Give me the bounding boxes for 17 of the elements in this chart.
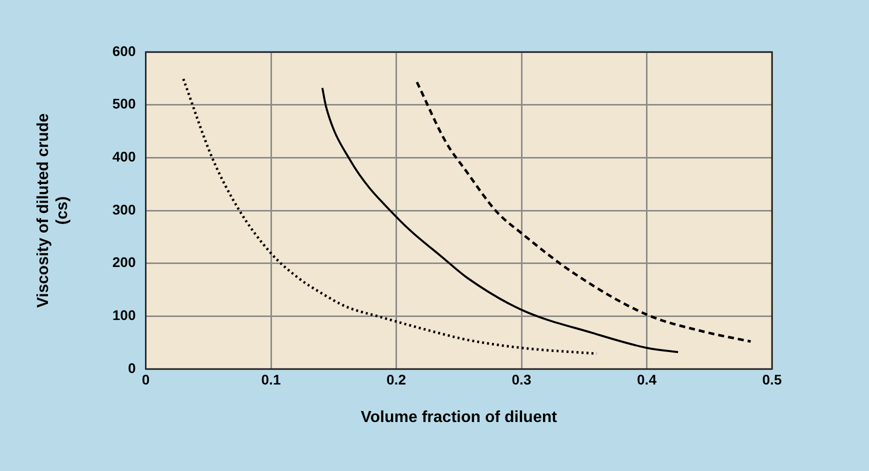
x-axis-title: Volume fraction of diluent [360, 408, 558, 426]
y-tick-label: 100 [112, 307, 136, 324]
y-tick-label: 200 [112, 254, 136, 270]
x-tick-label: 0.2 [386, 371, 406, 388]
line-series [321, 86, 680, 354]
y-tick-label: 300 [112, 201, 136, 218]
y-axis-title: Viscosity of diluted crude (cs) [35, 113, 72, 308]
x-tick-label: 0.1 [261, 371, 281, 388]
y-tick-label: 600 [112, 42, 136, 59]
x-tick-label: 0.3 [512, 371, 532, 388]
y-tick-label: 500 [112, 96, 136, 112]
x-tick-label: 0 [142, 371, 150, 388]
y-tick-label: 0 [128, 360, 136, 376]
y-tick-label: 400 [112, 148, 136, 165]
x-tick-label: 0.4 [637, 371, 657, 388]
x-tick-label: 0.5 [762, 371, 782, 388]
line-series [416, 80, 752, 343]
